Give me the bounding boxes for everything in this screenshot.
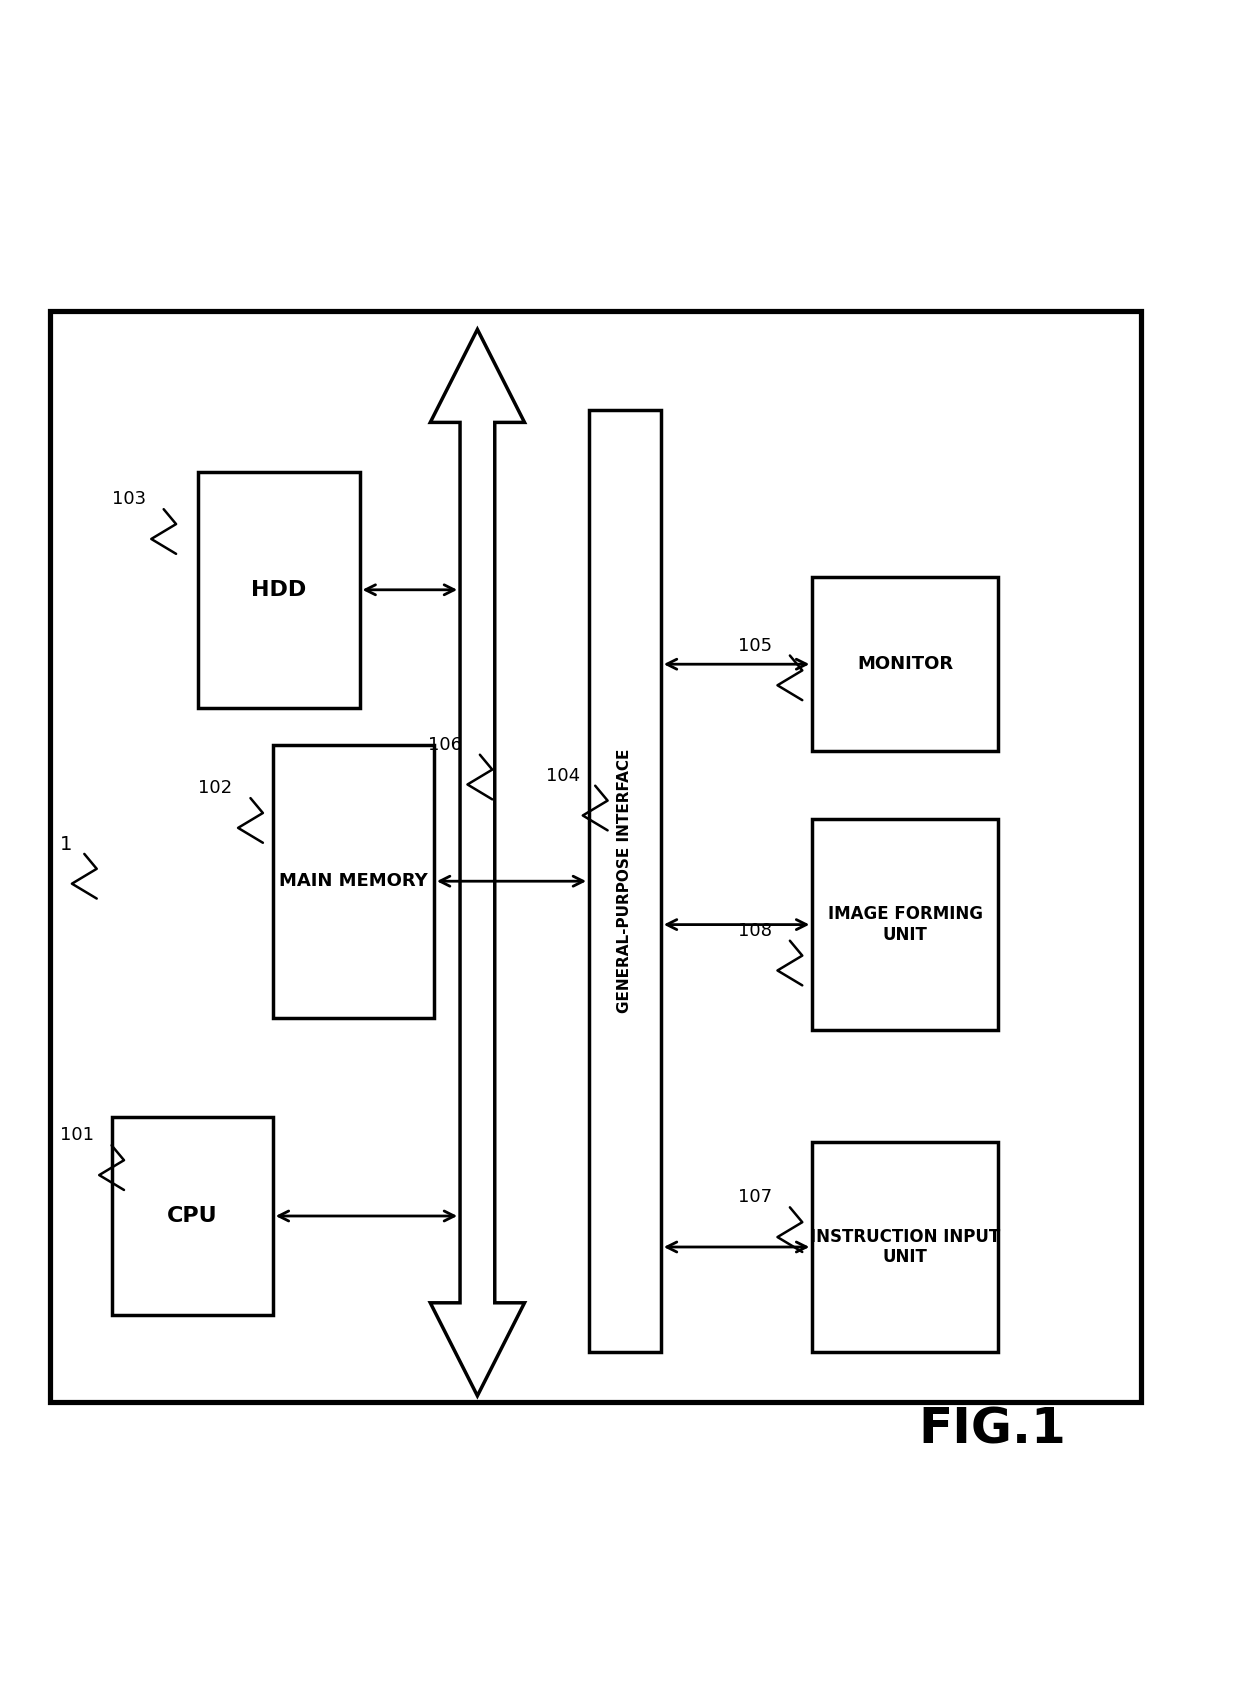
Text: 103: 103	[112, 490, 146, 508]
Text: CPU: CPU	[167, 1205, 217, 1225]
Text: 1: 1	[60, 834, 72, 854]
Text: 105: 105	[738, 636, 773, 655]
Text: 104: 104	[546, 766, 580, 785]
Text: MAIN MEMORY: MAIN MEMORY	[279, 873, 428, 890]
Text: MONITOR: MONITOR	[857, 655, 954, 674]
Text: HDD: HDD	[252, 579, 306, 599]
Polygon shape	[430, 329, 525, 1396]
Text: 106: 106	[428, 736, 461, 755]
Bar	[812, 819, 998, 1030]
Bar	[589, 410, 661, 1352]
Text: FIG.1: FIG.1	[918, 1406, 1066, 1453]
Text: 101: 101	[60, 1126, 93, 1144]
Bar	[112, 1117, 273, 1315]
Text: 102: 102	[198, 780, 233, 797]
Text: GENERAL-PURPOSE INTERFACE: GENERAL-PURPOSE INTERFACE	[618, 749, 632, 1013]
Text: INSTRUCTION INPUT
UNIT: INSTRUCTION INPUT UNIT	[810, 1227, 1001, 1266]
Bar	[50, 311, 1141, 1403]
Text: 107: 107	[738, 1188, 773, 1207]
Text: 108: 108	[738, 922, 771, 940]
Bar	[812, 1141, 998, 1352]
Bar	[812, 577, 998, 751]
Bar	[273, 744, 434, 1018]
Bar	[198, 473, 360, 707]
Text: IMAGE FORMING
UNIT: IMAGE FORMING UNIT	[828, 905, 982, 944]
